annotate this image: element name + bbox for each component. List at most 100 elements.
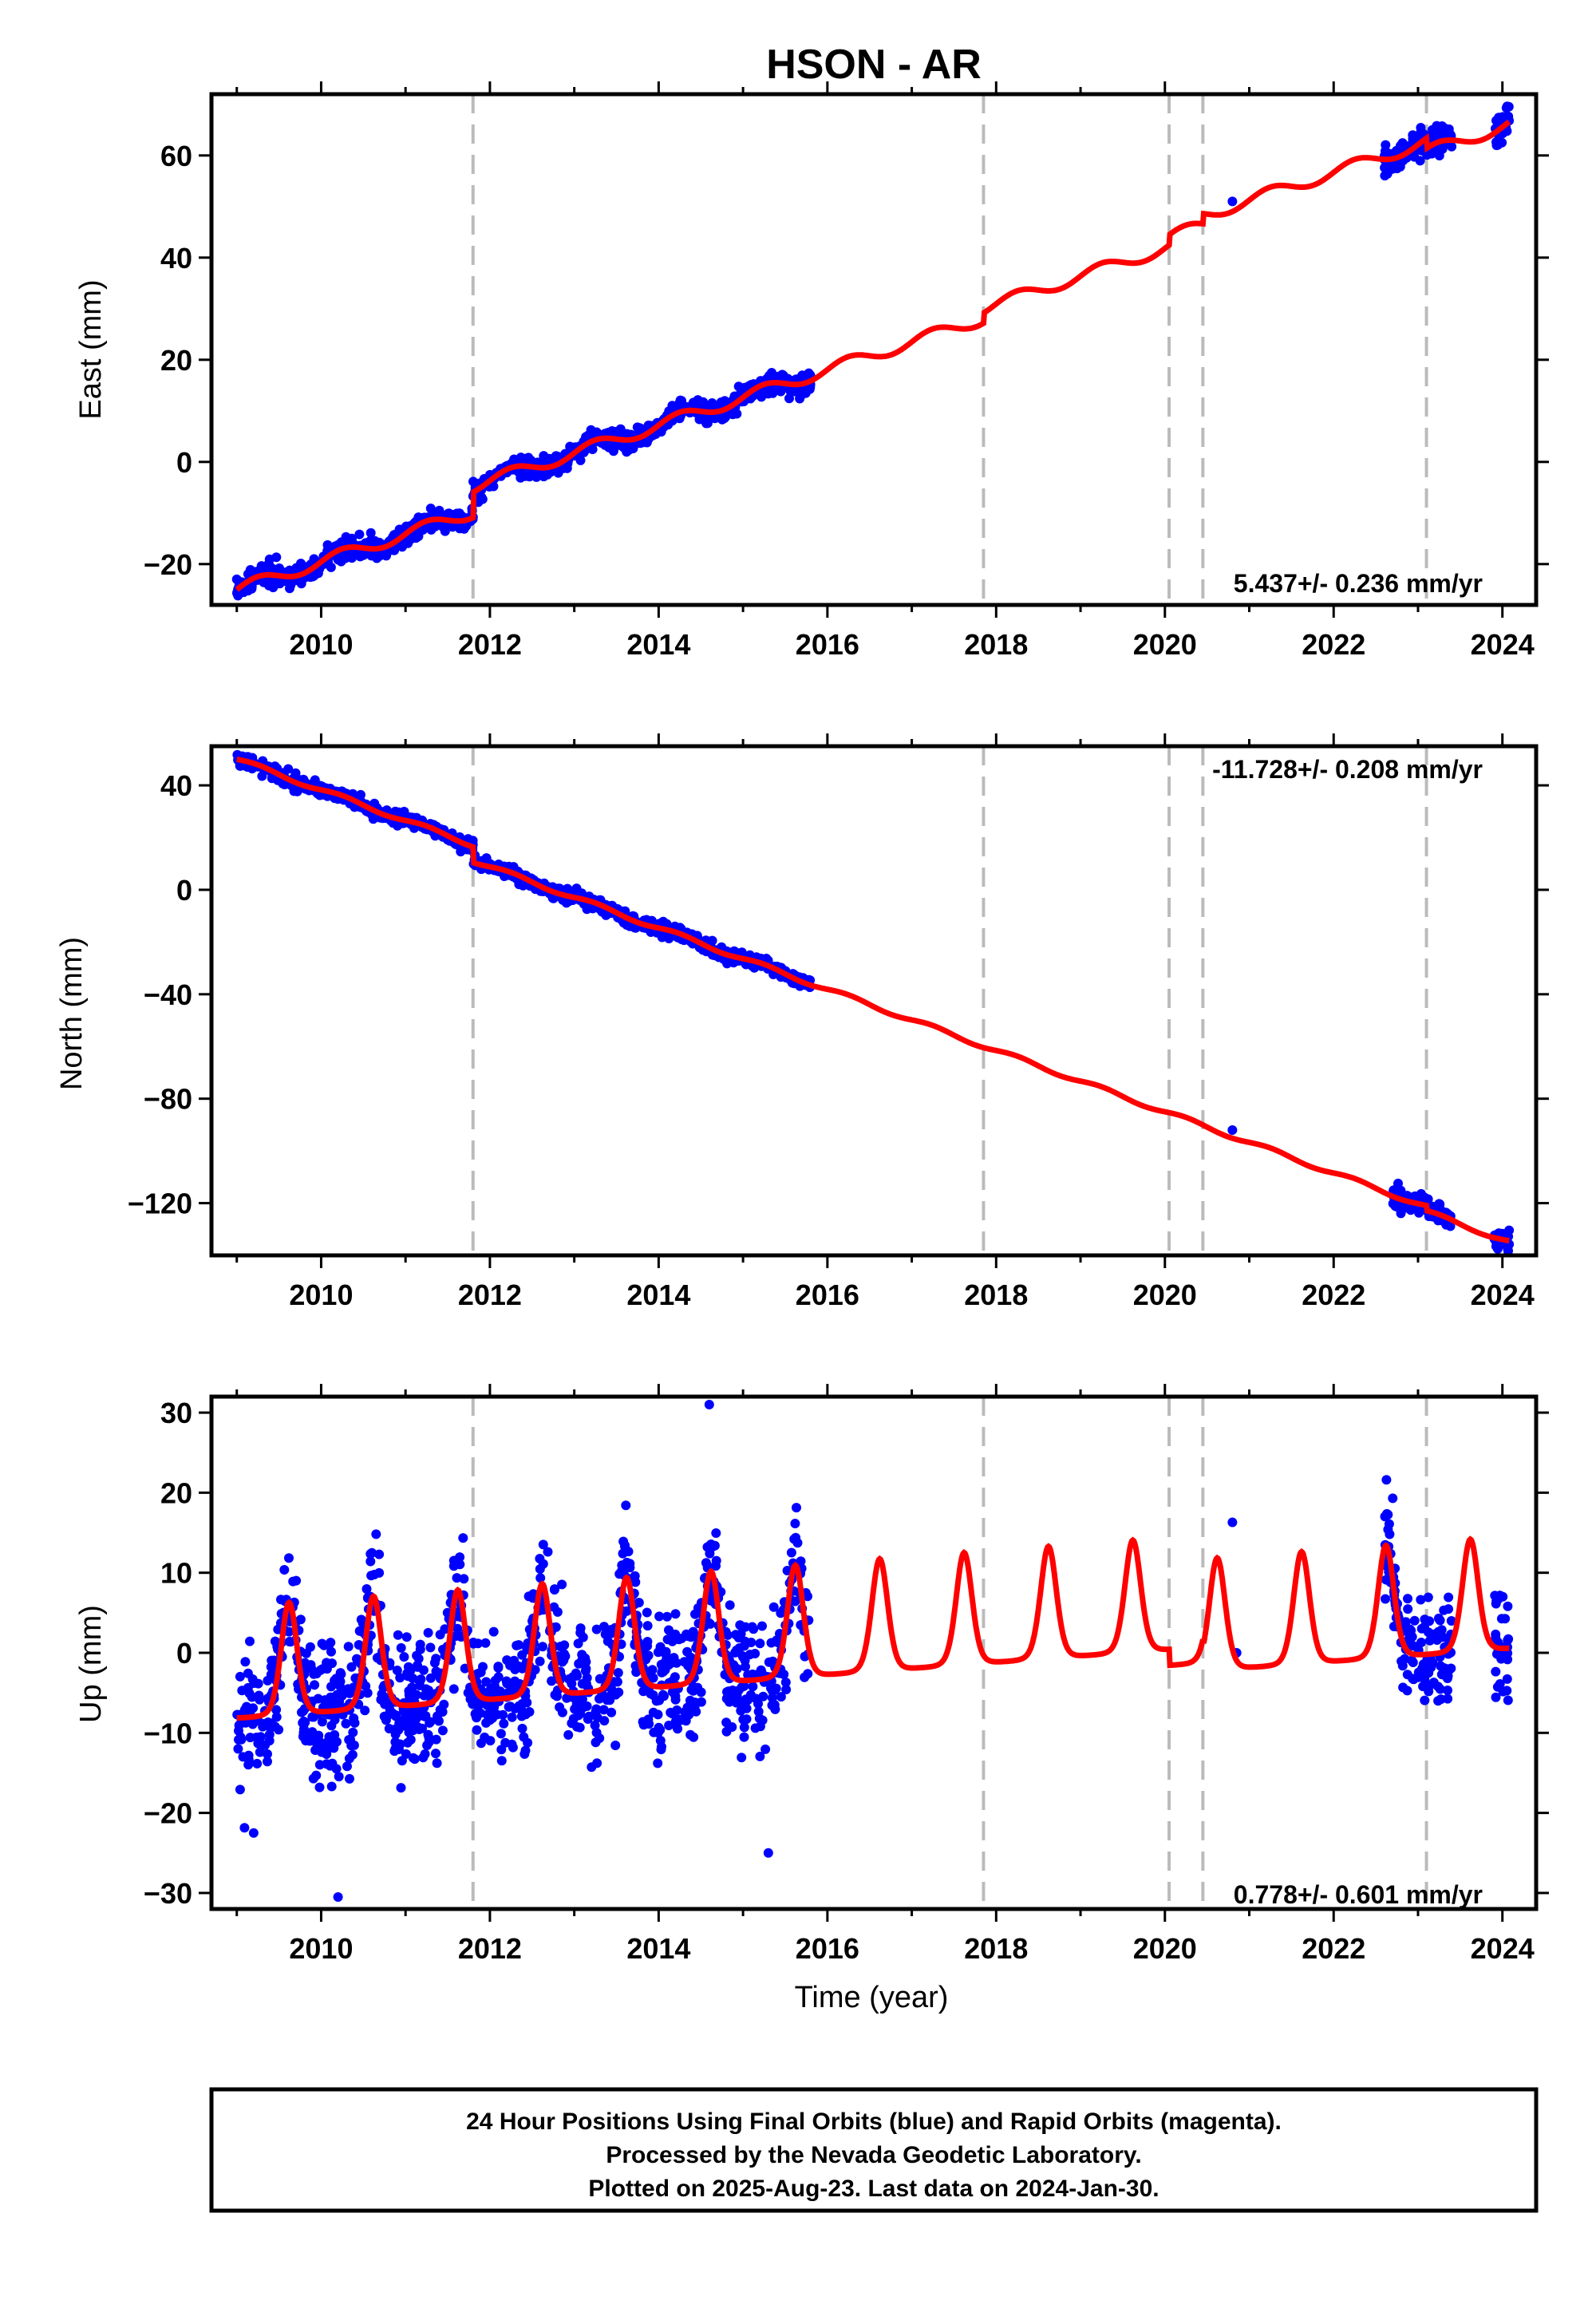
data-point xyxy=(656,427,666,437)
y-tick-label: 0 xyxy=(176,446,192,479)
data-point xyxy=(649,1727,659,1737)
data-point xyxy=(739,1732,749,1742)
data-point xyxy=(654,1695,665,1705)
data-point xyxy=(1491,140,1502,151)
data-point xyxy=(1416,1623,1427,1634)
x-tick-label: 2016 xyxy=(796,1279,859,1311)
footer-line-3: Plotted on 2025-Aug-23. Last data on 202… xyxy=(588,2176,1159,2202)
data-point xyxy=(535,1573,546,1583)
data-point xyxy=(654,1611,665,1622)
data-point xyxy=(463,1688,473,1698)
data-point xyxy=(1402,1670,1412,1680)
data-point xyxy=(682,1646,693,1657)
data-point xyxy=(642,1621,653,1631)
data-point xyxy=(322,1759,332,1769)
data-point xyxy=(538,1539,548,1550)
data-point xyxy=(1503,1695,1513,1705)
data-point xyxy=(499,1718,509,1729)
data-point xyxy=(341,1718,351,1729)
data-point xyxy=(298,1717,309,1726)
data-point xyxy=(404,1727,414,1737)
x-tick-label: 2024 xyxy=(1471,628,1535,661)
data-point xyxy=(435,1630,445,1640)
data-point xyxy=(1416,127,1426,137)
data-point xyxy=(567,1678,577,1689)
data-point xyxy=(737,1753,747,1763)
outlier-point xyxy=(704,1400,714,1410)
x-tick-label: 2022 xyxy=(1302,628,1365,661)
data-point xyxy=(610,1741,621,1750)
data-point xyxy=(374,1549,385,1559)
data-point xyxy=(315,1665,326,1675)
data-point xyxy=(781,1685,792,1694)
data-point xyxy=(253,1738,263,1749)
data-point xyxy=(507,1712,517,1722)
data-point xyxy=(431,1734,441,1745)
data-point xyxy=(330,1691,341,1701)
data-point xyxy=(696,400,706,409)
data-point xyxy=(517,468,527,478)
data-point xyxy=(343,1642,354,1652)
data-point xyxy=(580,1666,591,1676)
data-point xyxy=(691,1706,701,1717)
data-point xyxy=(666,1707,676,1717)
data-point xyxy=(356,1614,366,1625)
data-point xyxy=(439,1699,449,1709)
data-point xyxy=(757,1715,768,1725)
north-plot: 2010 2012 2014 2016 2018 2020 2022 2024 −120 −80 −… xyxy=(128,733,1549,1311)
model-line xyxy=(236,756,1510,1244)
data-point xyxy=(415,1639,425,1650)
data-point xyxy=(264,1736,275,1746)
data-point xyxy=(668,1633,678,1643)
data-point xyxy=(298,1705,309,1716)
x-tick-label: 2020 xyxy=(1133,1932,1197,1965)
y-tick-label: −80 xyxy=(144,1083,192,1116)
data-point xyxy=(326,1682,336,1692)
data-point xyxy=(274,1725,284,1735)
data-point xyxy=(326,1721,337,1731)
y-tick-label: −20 xyxy=(144,1797,192,1830)
y-tick-label: −20 xyxy=(144,548,192,581)
data-point xyxy=(621,429,631,439)
data-point xyxy=(792,1503,801,1513)
data-point xyxy=(352,1654,361,1664)
data-point xyxy=(432,1758,442,1769)
data-point xyxy=(1424,1686,1434,1697)
east-ylabel: East (mm) xyxy=(74,279,108,419)
data-point xyxy=(559,1640,570,1650)
data-point xyxy=(577,1650,587,1660)
data-point xyxy=(656,1745,666,1755)
data-point xyxy=(522,1697,532,1708)
data-point xyxy=(519,1732,529,1742)
data-point xyxy=(433,1669,443,1679)
data-point xyxy=(365,1549,376,1559)
data-point xyxy=(347,553,357,563)
data-point xyxy=(559,1649,569,1659)
data-point xyxy=(334,1772,344,1782)
data-point xyxy=(706,1539,716,1549)
data-point xyxy=(681,1716,691,1726)
data-point xyxy=(733,1645,743,1655)
x-tick-label: 2014 xyxy=(626,1932,690,1965)
data-point xyxy=(662,1611,672,1622)
data-point xyxy=(1415,156,1425,166)
data-point xyxy=(404,1686,414,1696)
data-point xyxy=(354,529,365,539)
outlier-point xyxy=(333,1891,343,1902)
data-point xyxy=(425,1642,436,1653)
data-point xyxy=(409,1754,420,1765)
data-point xyxy=(606,1707,617,1717)
data-point xyxy=(563,1729,574,1740)
data-point xyxy=(450,1559,460,1570)
data-point xyxy=(488,1626,499,1637)
data-point xyxy=(617,1566,626,1576)
data-point xyxy=(1436,1661,1446,1671)
data-point xyxy=(768,1602,779,1612)
data-point xyxy=(477,494,488,504)
data-point xyxy=(245,1733,255,1743)
data-point xyxy=(655,1642,666,1652)
x-tick-label: 2016 xyxy=(796,1932,859,1965)
x-axis-label: Time (year) xyxy=(795,1981,949,2014)
data-point xyxy=(642,1637,653,1646)
